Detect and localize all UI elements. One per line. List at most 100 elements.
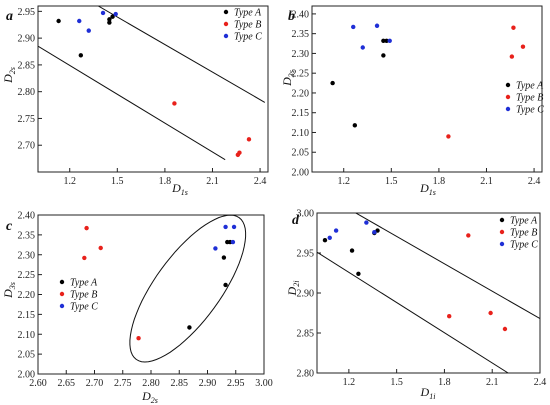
data-point-type-c [374,23,380,28]
legend-marker [505,94,511,100]
cluster-ellipse [129,214,247,363]
plot-frame [316,212,541,374]
y-axis-label-sub: 3s [8,282,17,290]
x-tick-label: 1.8 [438,377,451,388]
y-tick-label: 2.00 [18,370,36,381]
x-tick-label: 1.2 [63,176,76,187]
y-tick-label: 2.80 [297,369,315,380]
data-point-type-c [351,24,356,30]
y-tick-label: 2.85 [18,60,36,71]
x-tick-label: 1.2 [337,176,350,187]
data-point-type-b [84,225,89,231]
legend-marker [59,303,65,309]
legend-marker [59,291,65,297]
data-point-type-c [372,230,377,235]
data-point-type-c [364,220,369,225]
x-axis-label: D1s [419,181,436,197]
boundary-line [38,45,226,161]
x-tick-label: 3.00 [255,378,273,389]
data-point-type-b [98,245,103,251]
data-point-type-a [221,255,227,260]
chart-panel-a: 1.2 1.5 1.8 2.1 2.4 2.70 2.75 2.80 2.85 2.90 2.95 a… [1,5,269,197]
data-point-type-a [107,17,112,22]
x-axis-label-sub: 1i [429,392,435,401]
data-point-type-a [322,238,328,243]
y-tick-label: 2.80 [18,87,36,98]
x-tick-label: 2.85 [171,378,189,389]
y-axis-label-base: D [1,74,15,84]
chart-panel-b: 1.2 1.5 1.8 2.1 2.4 2.00 2.05 2.10 2.15 2.20 2.25 2… [280,5,544,197]
y-tick-label: 2.00 [292,168,310,179]
x-tick-label: 2.90 [199,378,217,389]
y-tick-label: 2.85 [297,329,315,340]
data-point-type-a [56,18,61,24]
x-tick-label: 2.80 [142,378,160,389]
y-tick-label: 2.25 [292,69,310,80]
data-point-type-b [509,54,515,59]
y-axis-label-sub: 2s [8,67,17,74]
legend-entry: Type C [234,32,262,43]
legend-marker [223,33,229,39]
data-point-type-a [349,248,355,253]
y-axis-label-base: D [1,289,15,299]
data-point-type-a [78,53,84,58]
y-axis-label-sub: 2i [292,281,301,287]
y-tick-label: 2.25 [18,270,36,281]
data-point-type-a [187,325,192,330]
data-point-type-a [330,80,335,86]
data-point-type-c [100,10,106,16]
x-axis-label-sub: 1s [181,188,188,197]
legend-entry: Type B [516,93,543,104]
plot-frame [37,5,269,173]
panel-label: a [6,9,13,24]
legend-entry: Type B [70,290,97,301]
x-tick-label: 2.4 [534,377,547,388]
x-axis-label-sub: 1s [429,188,436,197]
x-axis-label: D1s [171,181,188,197]
x-tick-label: 2.65 [58,378,76,389]
y-tick-label: 2.15 [292,108,310,119]
data-point-type-b [447,314,452,319]
data-point-type-b [237,150,242,155]
y-tick-label: 2.75 [18,114,36,125]
x-tick-label: 2.60 [29,378,47,389]
data-point-type-c [327,235,332,240]
legend-marker [223,9,229,15]
y-tick-label: 2.90 [297,289,315,300]
data-point-type-a [107,20,112,25]
x-axis-label: D1i [420,385,436,401]
data-point-type-c [113,11,118,17]
boundary-line [317,251,509,373]
legend-marker [505,82,511,88]
y-tick-label: 2.40 [18,211,36,222]
y-axis-label: D2i [285,281,301,297]
data-point-type-c [387,38,392,43]
data-point-type-c [213,246,218,251]
x-tick-label: 1.5 [111,176,124,187]
data-point-type-b [488,310,493,316]
y-axis-label: D3s [1,282,17,299]
x-tick-label: 2.4 [528,176,541,187]
x-axis-label-base: D [141,389,151,403]
panel-label: d [292,213,300,228]
x-tick-label: 2.95 [227,378,245,389]
y-tick-label: 2.05 [18,350,36,361]
legend-marker [59,279,65,285]
x-tick-label: 1.8 [433,176,446,187]
y-tick-label: 2.15 [18,310,36,321]
data-point-type-c [231,224,237,230]
y-tick-label: 2.10 [18,330,36,341]
x-axis-label: D2s [141,389,158,405]
y-tick-label: 2.30 [292,49,310,60]
data-point-type-b [246,137,252,142]
x-axis-label-base: D [419,181,429,195]
data-point-type-b [511,25,516,30]
x-tick-label: 2.75 [114,378,132,389]
panel-label: b [288,9,295,24]
x-tick-label: 2.1 [480,176,493,187]
chart-panel-c: 2.60 2.65 2.70 2.75 2.80 2.85 2.90 2.95 3.00 2.00… [1,211,273,405]
y-tick-label: 2.35 [292,29,310,40]
chart-panel-d: 1.2 1.5 1.8 2.1 2.42.802.852.902.953.00dD1iD… [285,209,546,402]
y-tick-label: 2.95 [18,7,36,18]
y-tick-label: 2.30 [18,250,36,261]
